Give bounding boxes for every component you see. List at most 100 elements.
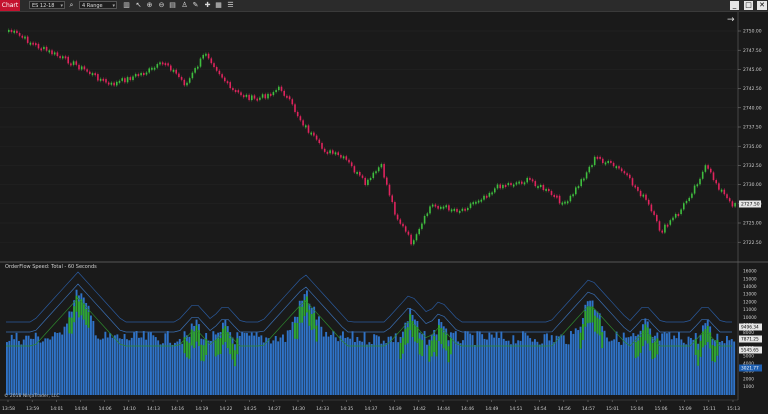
indicators-icon[interactable]: ▤ <box>169 1 176 9</box>
scroll-to-end-icon[interactable]: → <box>727 15 735 25</box>
histogram-bar-green <box>229 338 232 355</box>
candle-body <box>153 67 156 70</box>
histogram-bar <box>200 338 203 395</box>
candle-body <box>650 204 653 212</box>
candle-body <box>264 94 267 99</box>
histogram-bar-green <box>82 303 85 320</box>
candle-body <box>558 195 561 204</box>
histogram-bar-green <box>438 324 440 341</box>
time-axis-label: 14:22 <box>220 406 233 412</box>
candle-body <box>288 96 291 100</box>
instrument-selector[interactable]: ES 12-18 ▾ <box>29 1 65 9</box>
bar-style-icon[interactable]: ▥ <box>123 1 130 9</box>
candle-body <box>464 208 466 211</box>
price-candles <box>8 28 736 246</box>
pointer-icon[interactable]: ↖ <box>135 1 142 9</box>
histogram-bar <box>394 333 397 395</box>
zoom-in-icon[interactable]: ⊕ <box>146 1 153 9</box>
candle-body <box>523 182 526 185</box>
histogram-bar <box>442 326 445 395</box>
chevron-down-icon: ▾ <box>60 3 63 9</box>
histogram-bar <box>574 328 577 395</box>
candle-body <box>637 187 639 191</box>
histogram-bar <box>370 344 373 395</box>
candle-body <box>75 61 78 65</box>
candle-body <box>218 70 221 75</box>
bar-type-selector[interactable]: 4 Range ▾ <box>79 1 117 9</box>
price-axis-label: 2742.50 <box>743 86 762 92</box>
maximize-button[interactable]: □ <box>744 1 753 10</box>
candle-body <box>159 62 161 65</box>
candle-body <box>129 77 132 80</box>
candle-body <box>566 201 569 204</box>
time-axis-label: 14:16 <box>171 406 184 412</box>
histogram-bar-green <box>418 338 421 355</box>
close-button[interactable]: ✕ <box>757 1 767 10</box>
histogram-bar <box>718 342 721 395</box>
chart-tab[interactable]: Chart <box>0 0 20 11</box>
time-axis-label: 14:39 <box>389 406 402 412</box>
histogram-bar <box>594 309 596 395</box>
price-axis-label: 2730.00 <box>743 182 762 188</box>
candle-body <box>59 56 61 59</box>
candle-body <box>380 164 383 168</box>
candle-body <box>286 95 288 98</box>
histogram-bar <box>315 319 318 395</box>
candle-body <box>521 181 523 184</box>
candle-body <box>383 164 385 178</box>
search-icon[interactable]: ⌕ <box>69 1 74 9</box>
candle-body <box>83 66 86 70</box>
histogram-bar <box>375 335 378 395</box>
candle-body <box>615 166 618 169</box>
candle-body <box>253 95 256 99</box>
histogram-bar <box>656 332 659 395</box>
candle-body <box>726 194 728 199</box>
histogram-bar-green <box>428 345 431 362</box>
histogram-bar <box>457 341 460 395</box>
candle-body <box>367 179 369 185</box>
candle-body <box>588 166 591 173</box>
histogram-bar <box>447 340 450 395</box>
histogram-bar <box>10 334 13 395</box>
histogram-bar-green <box>716 339 719 356</box>
histogram-bar <box>639 330 642 395</box>
histogram-bar <box>260 335 263 395</box>
histogram-bar-green <box>226 332 229 349</box>
candle-body <box>448 205 450 211</box>
histogram-bar-green <box>634 342 637 359</box>
histogram-bar <box>675 338 678 395</box>
properties-icon[interactable]: ☰ <box>227 1 234 9</box>
minimize-button[interactable]: _ <box>730 1 739 10</box>
histogram-bar-green <box>313 312 316 329</box>
candle-body <box>32 42 34 45</box>
candle-body <box>418 228 420 235</box>
histogram-bar <box>651 337 654 395</box>
histogram-bar <box>514 343 517 395</box>
candle-body <box>631 178 634 186</box>
strategy-icon[interactable]: ♙ <box>181 1 188 9</box>
histogram-bar <box>92 320 95 395</box>
candle-body <box>321 143 323 149</box>
histogram-bar-green <box>709 332 712 349</box>
candle-body <box>151 67 153 70</box>
candle-body <box>620 168 623 172</box>
histogram-bar <box>430 334 433 395</box>
histogram-bar <box>507 340 510 395</box>
time-axis-label: 14:35 <box>340 406 353 412</box>
histogram-bar-green <box>714 346 716 363</box>
drawing-tools-icon[interactable]: ✎ <box>192 1 199 9</box>
chart-trader-icon[interactable]: ▦ <box>215 1 222 9</box>
histogram-bar-green <box>222 328 224 345</box>
histogram-bar <box>483 338 486 395</box>
histogram-bar <box>474 344 476 395</box>
candle-body <box>121 78 123 81</box>
histogram-bar <box>596 311 599 395</box>
histogram-bar <box>387 336 390 395</box>
histogram-bar-green <box>85 308 88 325</box>
histogram-bar-green <box>219 337 222 354</box>
zoom-out-icon[interactable]: ⊖ <box>158 1 165 9</box>
candle-body <box>472 202 474 205</box>
indicator-title: OrderFlow Speed: Total - 60 Seconds <box>5 264 97 270</box>
crosshair-icon[interactable]: ✚ <box>204 1 211 9</box>
histogram-bar <box>733 341 736 395</box>
